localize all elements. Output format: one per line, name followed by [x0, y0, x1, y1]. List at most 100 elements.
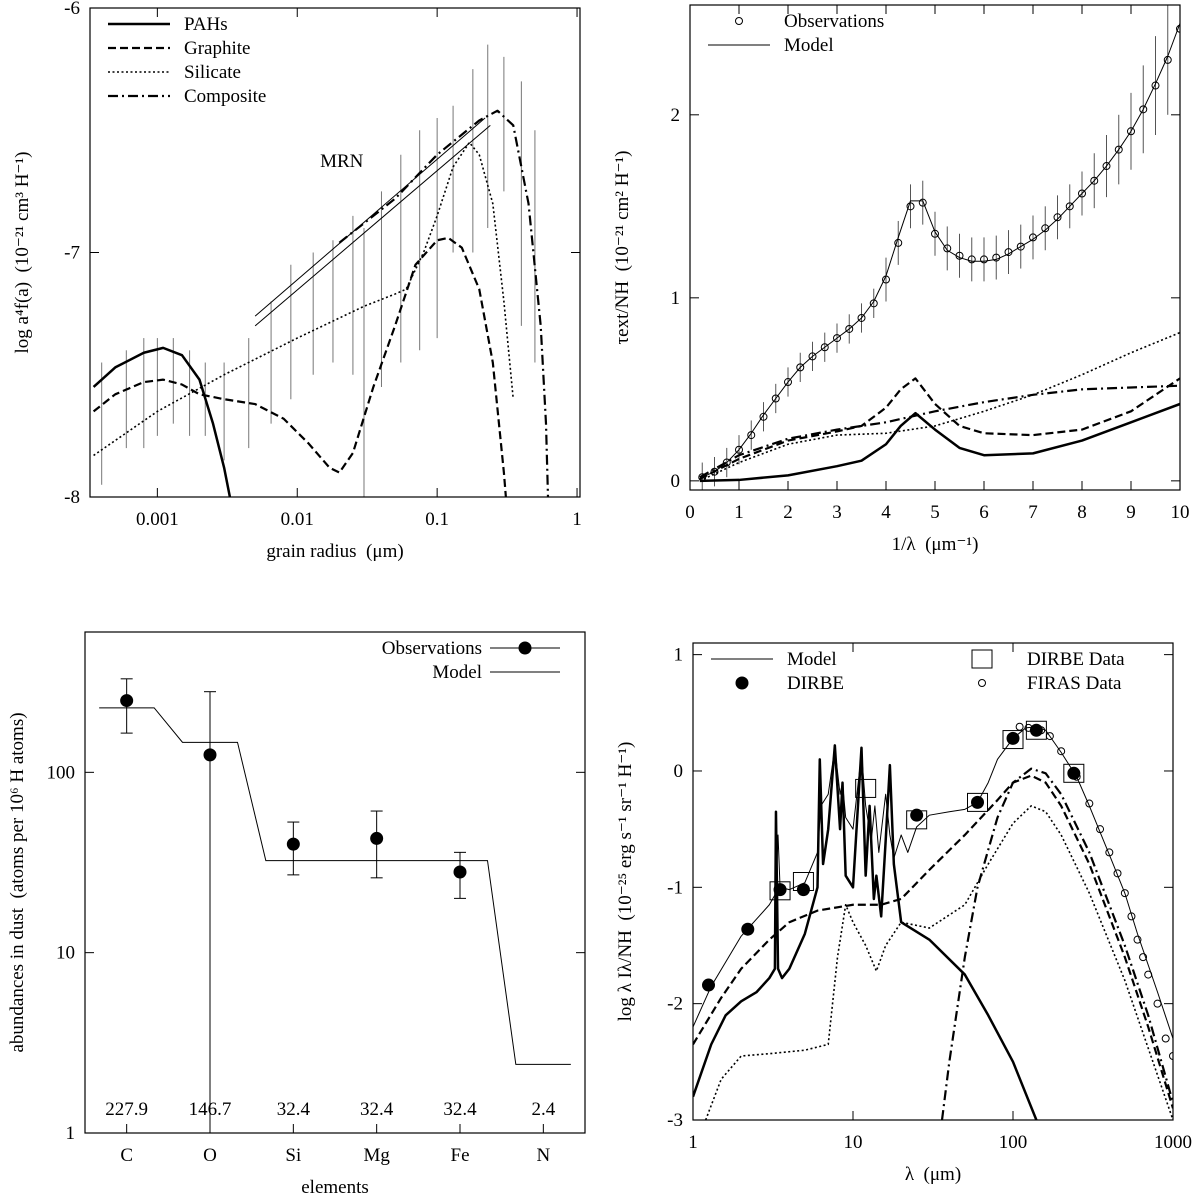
marker	[833, 334, 841, 343]
series-line	[93, 141, 515, 457]
plot-frame	[89, 7, 581, 498]
x-axis-label: λ (μm)	[905, 1164, 961, 1185]
marker	[741, 922, 755, 936]
legend-label: Graphite	[184, 38, 250, 59]
series-line	[704, 805, 1173, 1120]
marker	[1114, 145, 1123, 154]
legend-label: PAHs	[184, 14, 228, 35]
y-tick-label: 100	[47, 762, 76, 783]
y-tick-label: -6	[64, 0, 80, 19]
y-tick-label: 10	[56, 943, 75, 964]
y-tick-label: -2	[667, 994, 683, 1015]
x-tick-label: N	[536, 1145, 550, 1166]
x-tick-label: 9	[1126, 502, 1136, 523]
marker	[1032, 725, 1041, 734]
marker	[1024, 723, 1033, 732]
marker	[1053, 213, 1062, 222]
y-tick-label: -3	[667, 1110, 683, 1131]
y-tick-label: 0	[671, 471, 681, 492]
marker	[1078, 189, 1086, 198]
marker	[1127, 127, 1135, 136]
x-tick-label: 100	[999, 1132, 1028, 1153]
x-tick-label: C	[120, 1145, 133, 1166]
marker	[855, 778, 877, 798]
marker	[967, 792, 989, 812]
marker	[1037, 726, 1046, 735]
legend-label: Model	[787, 649, 837, 670]
x-tick-label: 1	[688, 1132, 698, 1153]
value-label: 32.4	[277, 1099, 311, 1120]
marker	[820, 343, 829, 352]
marker	[1015, 722, 1024, 731]
marker	[1045, 732, 1054, 741]
legend-label: FIRAS Data	[1027, 673, 1122, 694]
y-tick-label: 1	[66, 1123, 76, 1144]
marker	[1057, 747, 1066, 756]
reference-line	[254, 124, 491, 327]
x-axis-label: 1/λ (μm⁻¹)	[892, 534, 979, 555]
marker	[453, 865, 467, 879]
x-tick-label: 2	[783, 502, 793, 523]
value-label: 32.4	[443, 1099, 477, 1120]
series-line	[699, 331, 1180, 482]
series-line	[338, 109, 550, 497]
y-tick-label: 2	[671, 105, 681, 126]
panel: -8 -7 -6 0.001 0.01 0.1 1 grain radius (μm) log …	[12, 0, 582, 562]
marker	[1133, 935, 1142, 944]
marker	[1029, 233, 1037, 242]
x-tick-label: Mg	[363, 1145, 390, 1166]
marker	[1127, 912, 1136, 921]
legend-label: Observations	[784, 11, 884, 32]
x-tick-label: 0	[685, 502, 695, 523]
legend-label: Observations	[382, 638, 482, 659]
marker	[1176, 24, 1180, 33]
value-label: 32.4	[360, 1099, 394, 1120]
marker	[710, 467, 719, 476]
y-axis-label: abundances in dust (atoms per 10⁶ H atom…	[7, 712, 28, 1052]
x-tick-label: 8	[1077, 502, 1087, 523]
y-tick-label: 1	[674, 645, 684, 666]
value-label: 227.9	[105, 1099, 148, 1120]
series-line	[702, 23, 1180, 478]
marker	[980, 255, 988, 264]
x-tick-label: 10	[1171, 502, 1190, 523]
marker	[1139, 953, 1148, 962]
marker	[1090, 176, 1099, 185]
y-axis-label: log a⁴f(a) (10⁻²¹ cm³ H⁻¹)	[12, 152, 33, 354]
marker	[918, 198, 927, 207]
marker	[808, 352, 817, 361]
legend-label: Model	[432, 662, 482, 683]
marker	[796, 363, 805, 372]
value-label: 146.7	[189, 1099, 232, 1120]
marker	[1161, 1034, 1170, 1043]
series-line	[940, 767, 1173, 1120]
x-tick-label: 0.001	[136, 509, 179, 530]
legend-label: Composite	[184, 86, 266, 107]
legend-label: DIRBE	[787, 673, 844, 694]
series-line	[693, 744, 1038, 1120]
plot-area	[693, 720, 1173, 1120]
marker	[1105, 848, 1114, 857]
y-tick-label: -1	[667, 877, 683, 898]
marker	[286, 837, 300, 851]
plot-frame	[692, 642, 1174, 1121]
x-axis-label: elements	[301, 1177, 369, 1198]
marker	[735, 445, 743, 454]
marker	[845, 324, 854, 333]
marker	[1085, 799, 1094, 808]
plot-frame	[689, 4, 1181, 491]
x-tick-label: 6	[979, 502, 989, 523]
marker	[1153, 999, 1162, 1008]
series-line	[92, 346, 232, 497]
series-line	[699, 377, 1180, 480]
y-tick-label: 0	[674, 761, 684, 782]
marker	[1113, 869, 1122, 878]
x-tick-label: 0.01	[281, 509, 314, 530]
marker	[796, 883, 810, 897]
panel: 0 1 2 0 1 2 3 4 5 6 7 8 9 10 1/λ (μm⁻¹) τext/NH (10⁻²¹ …	[612, 4, 1190, 555]
legend-marker	[735, 676, 749, 690]
marker	[1151, 81, 1160, 90]
marker	[869, 299, 878, 308]
marker	[771, 394, 780, 403]
